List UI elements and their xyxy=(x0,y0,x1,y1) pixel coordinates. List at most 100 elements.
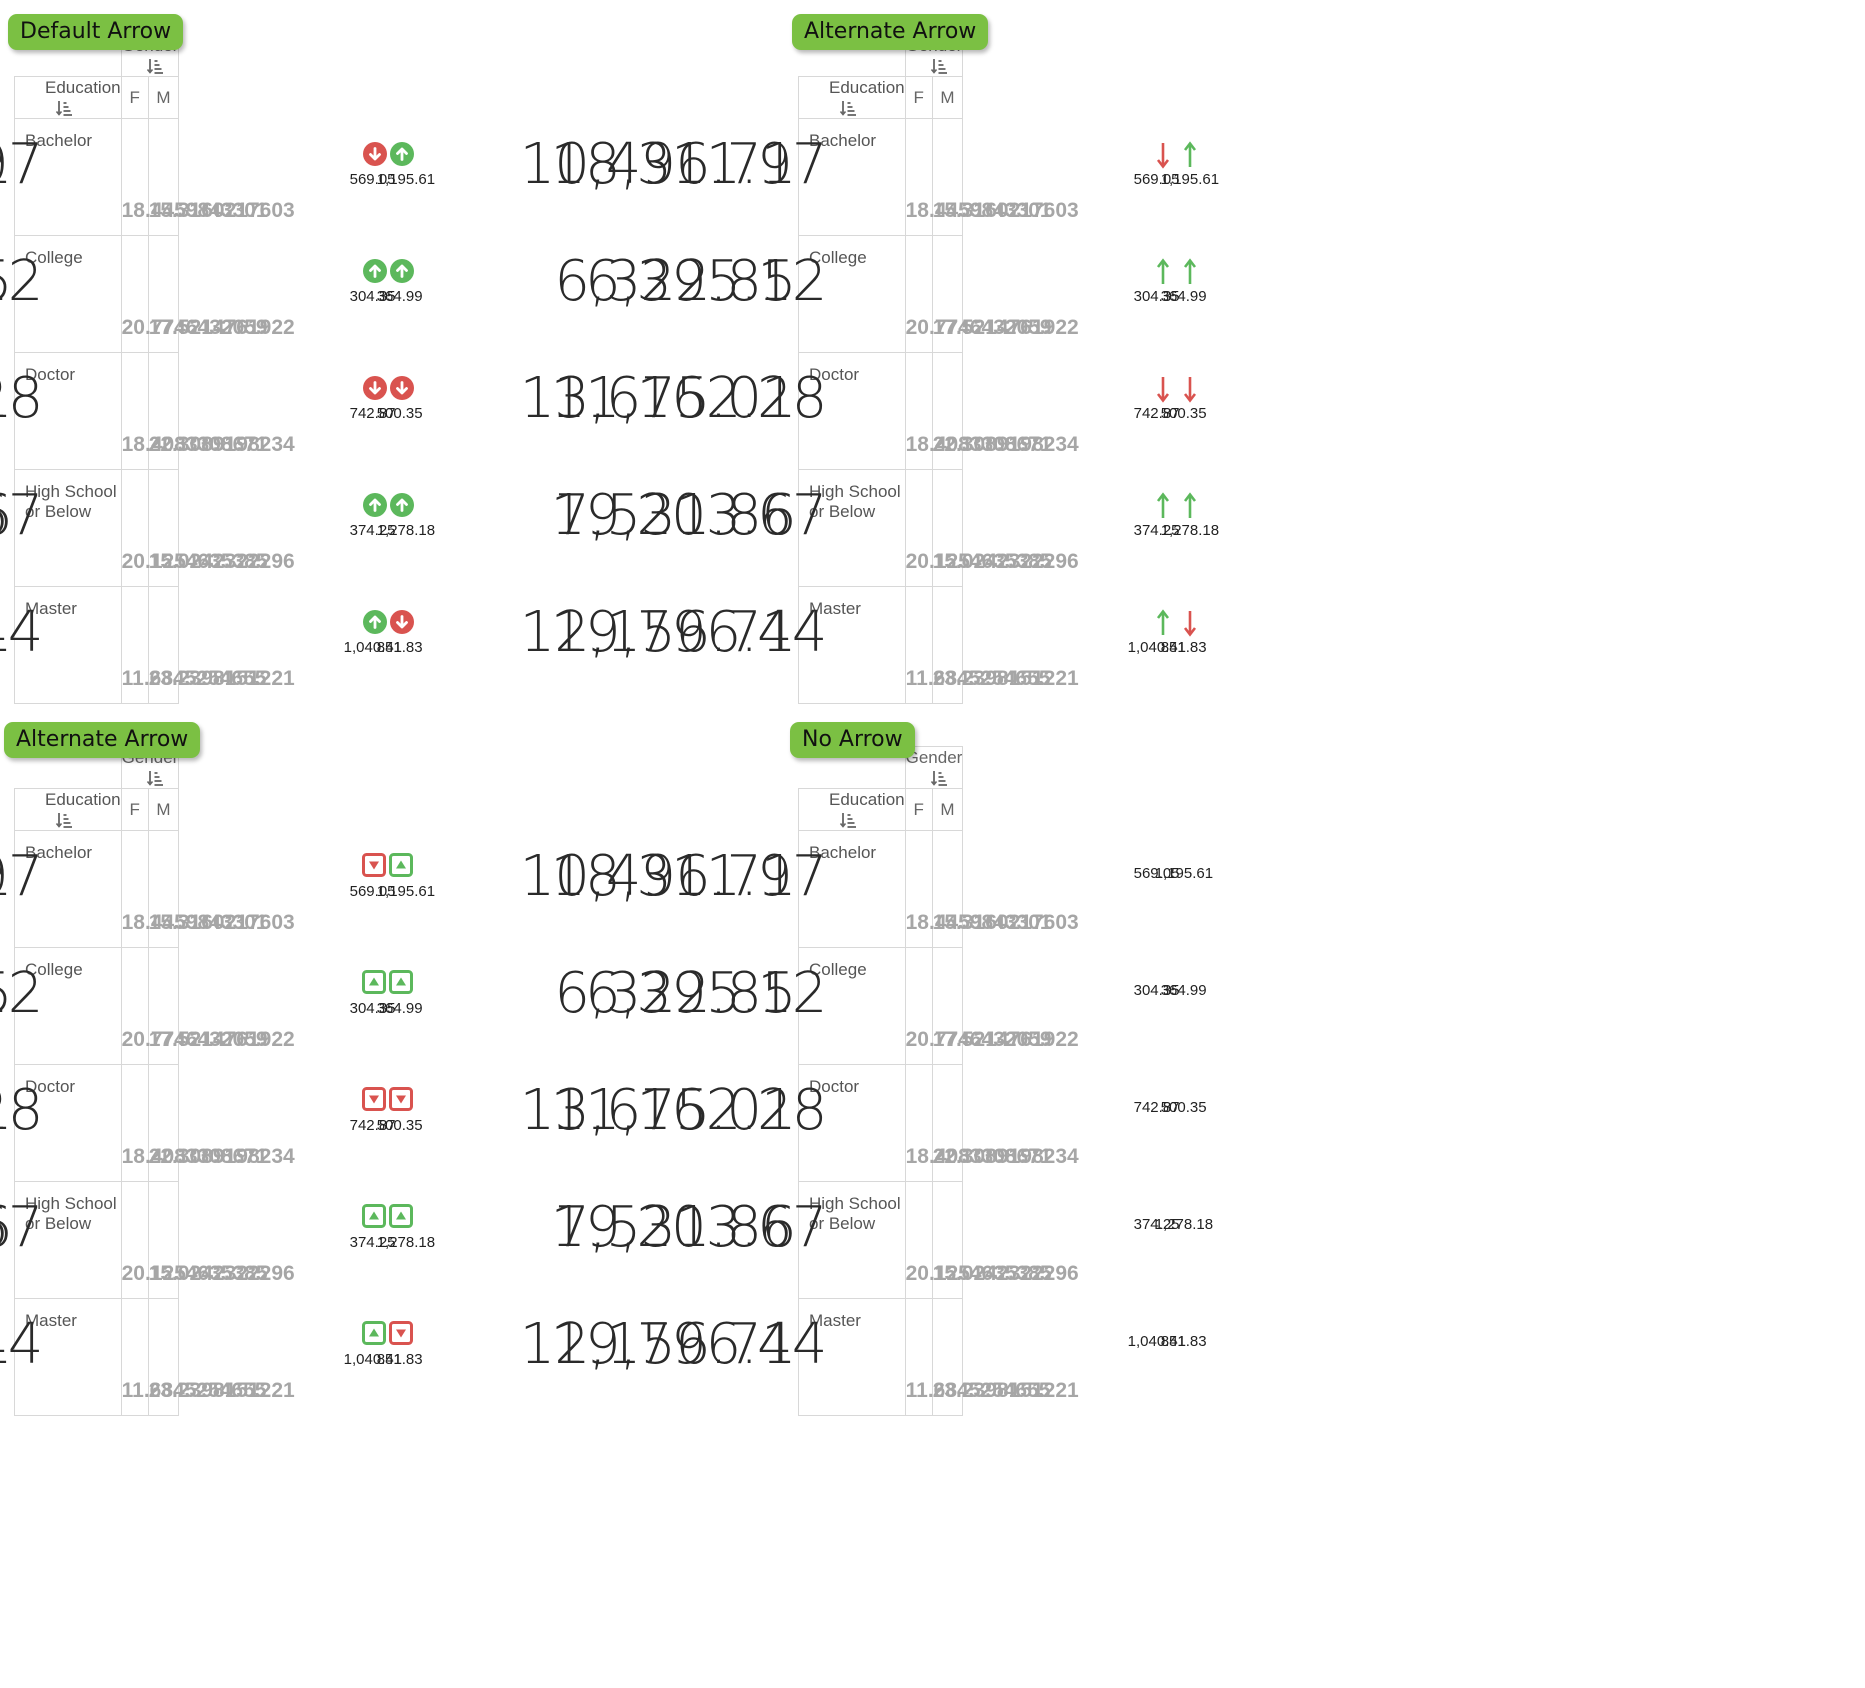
data-cell[interactable]: 12,156.71 1,040.41 11.6845254655 xyxy=(0,1298,402,1416)
secondary-metric: 11.6845254655 xyxy=(121,667,267,690)
data-cell[interactable]: 10,496.71 569.05 18.4459843301 xyxy=(0,118,396,236)
data-cell[interactable]: 19,796.44 851.83 23.2398151221 xyxy=(0,1298,423,1416)
data-cell[interactable]: 6,322.85 304.35 20.7746432059 xyxy=(0,947,396,1065)
data-cell[interactable]: 19,203.67 1,278.18 15.0242322296 xyxy=(550,1181,1213,1299)
row-dimension-header[interactable]: Education xyxy=(14,788,122,831)
pivot-table: GenderEducationFMBachelor10,496.71569.05… xyxy=(520,34,1219,704)
data-cell[interactable]: 19,796.44 851.83 23.2398151221 xyxy=(0,586,423,704)
measure-value: 6,322.85 xyxy=(0,966,13,1022)
secondary-metric: 20.1254635385 xyxy=(905,1262,1052,1285)
column-header-m[interactable]: M xyxy=(147,788,180,831)
secondary-metric: 20.1254635385 xyxy=(121,550,268,573)
row-header: College xyxy=(798,235,906,353)
measure-value: 10,496.71 xyxy=(0,849,13,905)
secondary-metric: 15.3160217603 xyxy=(932,199,1079,222)
secondary-metric: 20.7746432059 xyxy=(121,1028,268,1051)
data-cell[interactable]: 19,203.67 1,278.18 15.0242322296 xyxy=(550,469,1219,587)
data-cell[interactable]: 19,203.67 1,278.18 15.0242322296 xyxy=(0,469,435,587)
data-cell[interactable]: 7,531.86 374.25 20.1254635385 xyxy=(554,469,1180,587)
data-cell[interactable]: 18,311.97 1,195.61 15.3160217603 xyxy=(0,830,435,948)
sort-icon[interactable] xyxy=(146,57,164,75)
data-cell[interactable]: 6,395.12 364.99 17.5214761922 xyxy=(585,235,1207,353)
data-cell[interactable]: 11,162.28 500.35 22.3089198234 xyxy=(0,1064,423,1182)
data-cell[interactable]: 18,311.97 1,195.61 15.3160217603 xyxy=(550,118,1219,236)
measure-value: 6,322.85 xyxy=(0,254,13,310)
up-arrow-icon xyxy=(1154,609,1184,639)
data-cell[interactable]: 13,675.01 742.87 18.4083308671 xyxy=(0,1064,396,1182)
data-cell[interactable]: 19,203.67 1,278.18 15.0242322296 xyxy=(0,1181,435,1299)
row-header: College xyxy=(14,947,122,1065)
change-value: 1,278.18 xyxy=(1154,1216,1214,1233)
data-cell[interactable]: 6,395.12 364.99 17.5214761922 xyxy=(0,947,423,1065)
sort-icon[interactable] xyxy=(839,811,857,829)
data-cell[interactable]: 6,322.85 304.35 20.7746432059 xyxy=(554,235,1180,353)
down-arrow-icon xyxy=(388,1087,419,1117)
change-value: 364.99 xyxy=(1160,288,1207,305)
data-cell[interactable]: 7,531.86 374.25 20.1254635385 xyxy=(0,469,396,587)
column-header-f[interactable]: F xyxy=(904,76,933,119)
data-cell[interactable]: 12,156.71 1,040.41 11.6845254655 xyxy=(520,1298,1186,1416)
panel-title-badge: Default Arrow xyxy=(8,14,184,50)
change-value: 851.83 xyxy=(376,1351,423,1368)
change-value: 500.35 xyxy=(1160,405,1207,422)
data-cell[interactable]: 11,162.28 500.35 22.3089198234 xyxy=(0,352,423,470)
table-row: Doctor13,675.01742.8718.408330867111,162… xyxy=(0,1064,423,1182)
data-cell[interactable]: 18,311.97 1,195.61 15.3160217603 xyxy=(550,830,1213,948)
sort-icon[interactable] xyxy=(55,811,73,829)
data-cell[interactable]: 18,311.97 1,195.61 15.3160217603 xyxy=(0,118,435,236)
data-cell[interactable]: 13,675.01 742.87 18.4083308671 xyxy=(0,352,396,470)
sort-icon[interactable] xyxy=(146,769,164,787)
table-row: College6,322.85304.3520.77464320596,395.… xyxy=(0,947,423,1065)
data-cell[interactable]: 13,675.01 742.87 18.4083308671 xyxy=(520,352,1180,470)
data-cell[interactable]: 12,156.71 1,040.41 11.6845254655 xyxy=(0,586,402,704)
row-header: Doctor xyxy=(14,352,122,470)
up-arrow-icon xyxy=(362,609,392,639)
data-cell[interactable]: 7,531.86 374.25 20.1254635385 xyxy=(0,1181,396,1299)
measure-value: 13,675.01 xyxy=(0,371,13,427)
column-header-f[interactable]: F xyxy=(904,788,933,831)
row-dimension-header[interactable]: Education xyxy=(798,76,906,119)
row-dimension-header[interactable]: Education xyxy=(14,76,122,119)
measure-value: 11,162.28 xyxy=(0,366,43,431)
down-arrow-icon xyxy=(1181,609,1211,639)
down-arrow-icon xyxy=(361,853,392,883)
data-cell[interactable]: 19,796.44 851.83 23.2398151221 xyxy=(550,1298,1207,1416)
data-cell[interactable]: 6,322.85 304.35 20.7746432059 xyxy=(0,235,396,353)
column-dimension-label: Gender xyxy=(905,747,963,767)
sort-icon[interactable] xyxy=(839,99,857,117)
data-cell[interactable]: 6,395.12 364.99 17.5214761922 xyxy=(0,235,423,353)
data-cell[interactable]: 6,322.85 304.35 20.7746432059 xyxy=(554,947,1180,1065)
sort-icon[interactable] xyxy=(55,99,73,117)
table-row: Master12,156.711,040.4111.684525465519,7… xyxy=(0,1298,423,1416)
column-header-m[interactable]: M xyxy=(147,76,180,119)
column-header-f[interactable]: F xyxy=(120,788,149,831)
data-cell[interactable]: 6,395.12 364.99 17.5214761922 xyxy=(585,947,1207,1065)
measure-value: 7,531.86 xyxy=(0,488,13,544)
secondary-metric: 23.2398151221 xyxy=(932,667,1079,690)
row-dimension-header[interactable]: Education xyxy=(798,788,906,831)
secondary-metric: 15.0242322296 xyxy=(932,1262,1079,1285)
data-cell[interactable]: 11,162.28 500.35 22.3089198234 xyxy=(550,352,1207,470)
measure-value: 6,322.85 xyxy=(554,961,796,1026)
data-cell[interactable]: 19,796.44 851.83 23.2398151221 xyxy=(550,586,1207,704)
data-cell[interactable]: 10,496.71 569.05 18.4459843301 xyxy=(520,118,1180,236)
data-cell[interactable]: 10,496.71 569.05 18.4459843301 xyxy=(0,830,396,948)
column-header-m[interactable]: M xyxy=(931,788,964,831)
table-row: Bachelor10,496.71569.0518.445984330118,3… xyxy=(0,118,435,236)
data-cell[interactable]: 12,156.71 1,040.41 11.6845254655 xyxy=(520,586,1186,704)
sort-icon[interactable] xyxy=(930,769,948,787)
column-dimension-header[interactable]: Gender xyxy=(904,746,964,789)
data-cell[interactable]: 10,496.71 569.05 18.4459843301 xyxy=(520,830,1180,948)
column-header-f[interactable]: F xyxy=(120,76,149,119)
sort-icon[interactable] xyxy=(930,57,948,75)
up-arrow-icon xyxy=(362,258,392,288)
secondary-metric: 15.3160217603 xyxy=(148,911,295,934)
data-cell[interactable]: 11,162.28 500.35 22.3089198234 xyxy=(550,1064,1207,1182)
data-cell[interactable]: 7,531.86 374.25 20.1254635385 xyxy=(554,1181,1180,1299)
up-arrow-icon xyxy=(361,1321,392,1351)
row-header: Bachelor xyxy=(14,830,122,948)
column-header-m[interactable]: M xyxy=(931,76,964,119)
data-cell[interactable]: 13,675.01 742.87 18.4083308671 xyxy=(520,1064,1180,1182)
